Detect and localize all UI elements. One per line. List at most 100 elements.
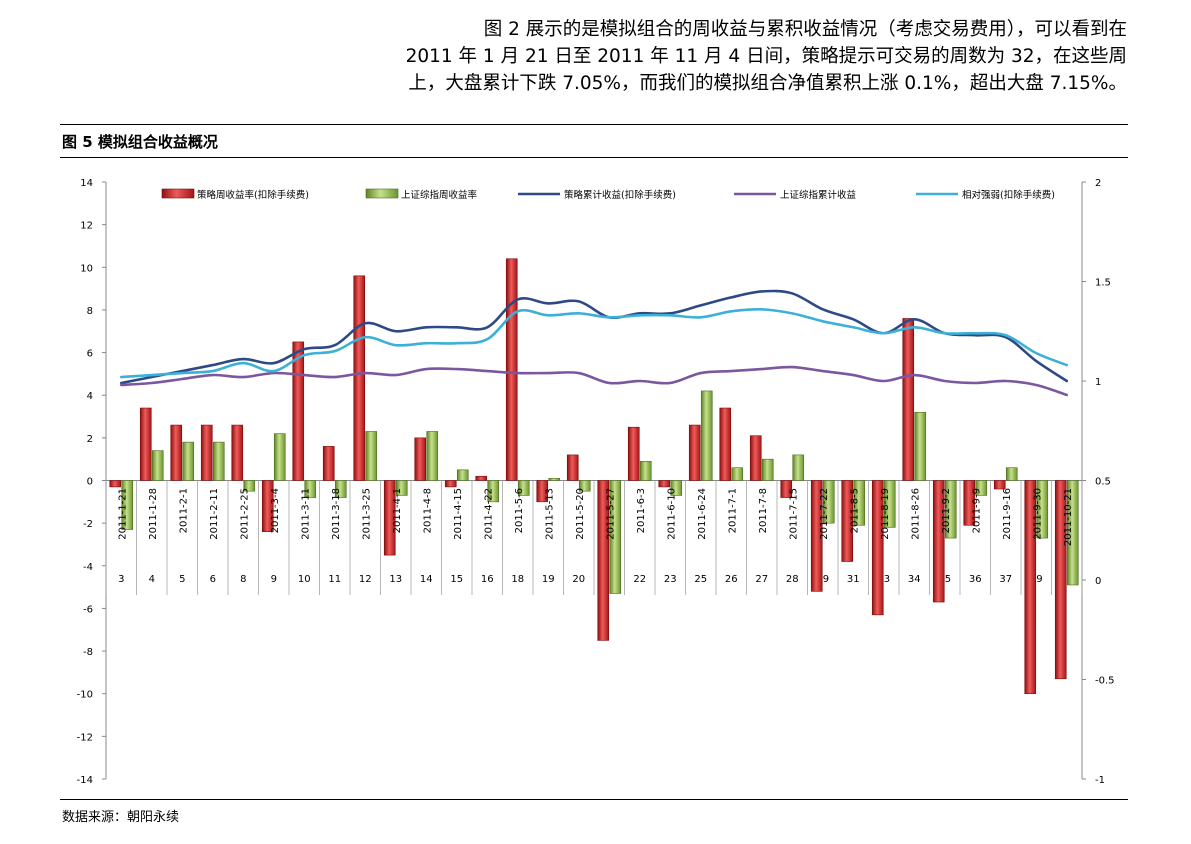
- date-label: 2011-4-1: [392, 488, 403, 533]
- right-tick-label: 1.5: [1095, 278, 1111, 289]
- index-weekly-bar: [1005, 467, 1018, 481]
- index-cumulative-line: [119, 365, 1069, 397]
- date-label: 2011-7-22: [819, 488, 830, 540]
- week-number-label: 29: [816, 574, 829, 585]
- index-weekly-bar: [395, 480, 408, 496]
- week-number-label: 28: [786, 574, 799, 585]
- index-weekly-bar: [578, 480, 591, 492]
- legend-swatch: [161, 188, 195, 199]
- index-weekly-bar: [121, 480, 134, 530]
- strategy-weekly-bar: [322, 446, 335, 481]
- left-tick-label: -8: [83, 647, 93, 658]
- right-tick-label: 2: [1095, 178, 1101, 189]
- right-tick-label: -0.5: [1095, 676, 1115, 687]
- index-weekly-bar: [792, 454, 805, 481]
- left-tick-label: 8: [87, 306, 93, 317]
- date-label: 2011-4-15: [453, 488, 464, 540]
- date-label: 2011-9-16: [1002, 488, 1013, 540]
- figure-title: 图 5 模拟组合收益概况: [62, 133, 218, 151]
- date-label: 2011-8-5: [849, 488, 860, 533]
- index-weekly-bar: [151, 450, 164, 481]
- week-number-label: 13: [389, 574, 402, 585]
- strategy-weekly-bar: [536, 480, 549, 503]
- index-weekly-bar: [243, 480, 256, 492]
- left-tick-label: 4: [87, 391, 93, 402]
- week-number-label: 3: [118, 574, 124, 585]
- date-label: 2011-6-10: [666, 488, 677, 540]
- week-number-label: 31: [847, 574, 860, 585]
- strategy-weekly-bar: [780, 480, 793, 498]
- strategy-weekly-bar: [383, 480, 396, 556]
- index-weekly-bar: [334, 480, 347, 498]
- week-number-label: 11: [328, 574, 341, 585]
- strategy-weekly-bar: [444, 480, 457, 488]
- week-number-label: 6: [210, 574, 216, 585]
- intro-line-3: 上，大盘累计下跌 7.05%，而我们的模拟组合净值累积上涨 0.1%，超出大盘 …: [408, 73, 1127, 94]
- date-label: 2011-3-4: [270, 488, 281, 533]
- index-weekly-bar: [517, 480, 530, 496]
- index-weekly-bar: [914, 411, 927, 481]
- right-tick-label: 1: [1095, 377, 1101, 388]
- title-rule: [60, 157, 1128, 158]
- left-tick-label: -12: [77, 732, 93, 743]
- index-weekly-bar: [853, 480, 866, 526]
- week-number-label: 34: [908, 574, 921, 585]
- index-weekly-bar: [822, 480, 835, 524]
- date-label: 2011-1-21: [117, 488, 128, 540]
- week-number-label: 16: [481, 574, 494, 585]
- top-rule: [60, 124, 1128, 125]
- strategy-weekly-bar: [200, 424, 213, 481]
- index-weekly-bar: [731, 467, 744, 481]
- week-number-label: 33: [877, 574, 890, 585]
- date-label: 2011-4-22: [483, 488, 494, 540]
- date-label: 2011-8-19: [880, 488, 891, 540]
- strategy-weekly-bar: [658, 480, 671, 488]
- bottom-rule: [60, 799, 1128, 800]
- date-label: 2011-3-11: [300, 488, 311, 540]
- index-weekly-bar: [304, 480, 317, 498]
- date-label: 2011-1-28: [148, 488, 159, 540]
- week-number-label: 36: [969, 574, 982, 585]
- date-label: 2011-6-24: [697, 488, 708, 540]
- date-label: 2011-8-26: [910, 488, 921, 540]
- legend-label: 上证综指周收益率: [401, 189, 478, 201]
- legend-label: 策略累计收益(扣除手续费): [564, 189, 676, 201]
- strategy-weekly-bar: [505, 258, 518, 481]
- index-weekly-bar: [212, 441, 225, 481]
- left-tick-label: 14: [80, 178, 93, 189]
- strategy-weekly-bar: [932, 480, 945, 603]
- legend-label: 上证综指累计收益: [780, 189, 857, 201]
- week-number-label: 10: [298, 574, 311, 585]
- date-label: 2011-5-20: [575, 488, 586, 540]
- left-tick-label: 12: [80, 221, 93, 232]
- strategy-weekly-bar: [414, 437, 427, 481]
- left-tick-label: -14: [77, 775, 93, 786]
- right-tick-label: 0.5: [1095, 477, 1111, 488]
- week-number-label: 25: [694, 574, 707, 585]
- relative-strength-line: [119, 307, 1069, 379]
- date-label: 2011-6-3: [636, 488, 647, 533]
- week-number-label: 9: [271, 574, 277, 585]
- week-number-label: 12: [359, 574, 372, 585]
- legend-label: 相对强弱(扣除手续费): [962, 189, 1055, 201]
- legend-swatch: [365, 188, 399, 199]
- date-label: 2011-10-21: [1063, 488, 1074, 546]
- strategy-weekly-bar: [902, 318, 915, 481]
- strategy-weekly-bar: [627, 426, 640, 481]
- left-tick-label: -10: [77, 690, 93, 701]
- strategy-cumulative-line: [119, 289, 1069, 385]
- left-tick-label: 10: [80, 263, 93, 274]
- week-number-label: 42: [1060, 574, 1073, 585]
- strategy-weekly-bar: [993, 480, 1006, 490]
- index-weekly-bar: [1036, 480, 1049, 539]
- index-weekly-bar: [883, 480, 896, 528]
- index-weekly-bar: [670, 480, 683, 496]
- index-weekly-bar: [1066, 480, 1079, 586]
- date-label: 2011-7-1: [727, 488, 738, 533]
- legend-label: 策略周收益率(扣除手续费): [197, 189, 309, 201]
- week-number-label: 39: [1030, 574, 1043, 585]
- strategy-weekly-bar: [810, 480, 823, 592]
- left-tick-label: -2: [83, 519, 93, 530]
- week-number-label: 5: [179, 574, 185, 585]
